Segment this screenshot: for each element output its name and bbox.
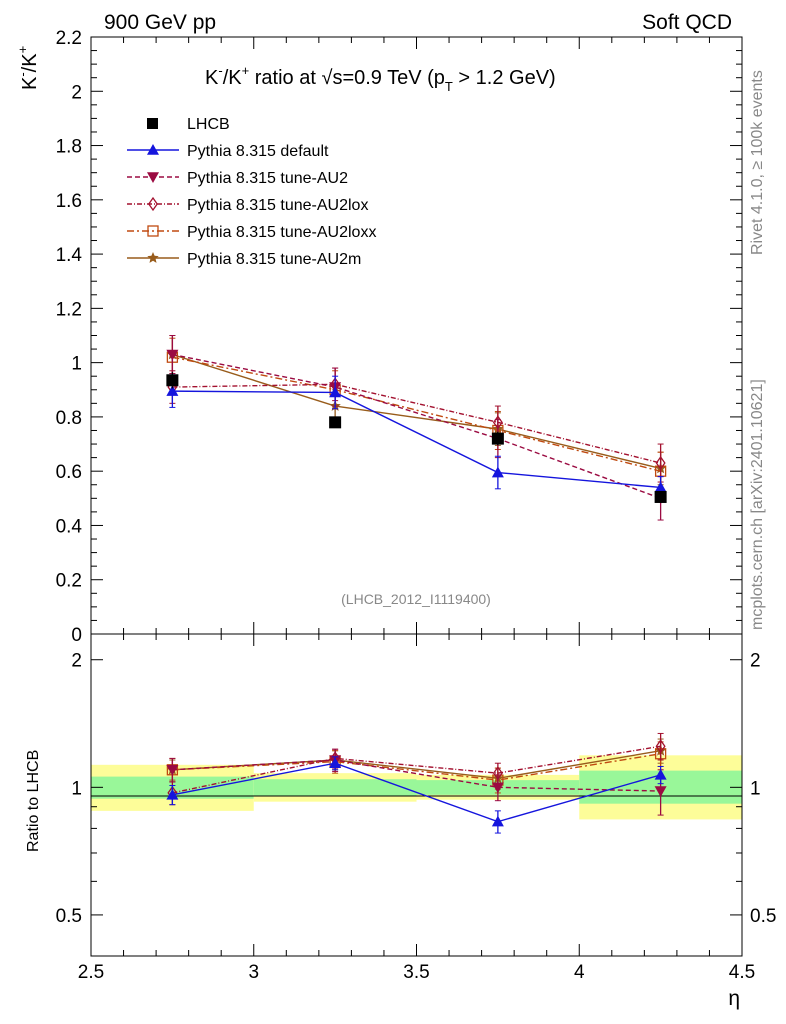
ratio-y-axis-label: Ratio to LHCB: [25, 750, 42, 852]
rivet-label: Rivet 4.1.0, ≥ 100k events: [749, 70, 766, 255]
main-y-tick-label: 2: [71, 82, 82, 103]
legend-entry-lhcb: LHCB: [147, 116, 230, 133]
ratio-y-tick-label-right: 0.5: [750, 906, 776, 927]
main-y-tick-label: 0.2: [56, 571, 82, 592]
legend-marker-au2m: [147, 252, 159, 263]
ratio-y-tick-label-right: 2: [750, 651, 761, 672]
main-panel: 2.2 2 1.8 1.6 1.4 1.2 1 0.8 0.6 0.4 0.2 0 K-/K+ K-/…: [15, 28, 743, 646]
series-au2loxx: [166, 337, 667, 491]
main-y-tick-label: 1: [71, 354, 82, 375]
ratio-line-au2: [172, 759, 661, 792]
legend-label-au2: Pythia 8.315 tune-AU2: [187, 170, 348, 187]
ratio-point-default: [329, 757, 342, 769]
ratio-line-au2lox: [172, 745, 661, 794]
ratio-point-default: [166, 788, 179, 800]
legend-label-au2m: Pythia 8.315 tune-AU2m: [187, 251, 361, 268]
ratio-series-default: [166, 756, 667, 834]
series-au2m: [166, 335, 667, 486]
ratio-series: [166, 732, 667, 834]
main-y-tick-label: 1.4: [56, 245, 83, 266]
legend-entry-default: Pythia 8.315 default: [127, 143, 329, 160]
ratio-line-au2loxx: [172, 753, 661, 781]
ratio-bands: [91, 755, 742, 820]
series-au2: [166, 335, 667, 521]
main-data-points: [166, 372, 667, 503]
legend-label-au2lox: Pythia 8.315 tune-AU2lox: [187, 197, 368, 214]
x-tick-label: 3.5: [403, 962, 429, 983]
legend-series: Pythia 8.315 default Pythia 8.315 tune-AU…: [127, 143, 376, 268]
data-point: [491, 432, 504, 445]
legend-label-au2loxx: Pythia 8.315 tune-AU2loxx: [187, 224, 376, 241]
legend-marker-default: [147, 144, 159, 155]
ratio-point-au2: [166, 764, 179, 776]
ratio-y-tick-label: 2: [71, 651, 82, 672]
point-default: [329, 386, 342, 398]
series-line-au2: [172, 353, 661, 499]
legend-label-lhcb: LHCB: [187, 116, 230, 133]
ratio-y-tick-labels: 2 2 1 1 0.5 0.5: [56, 651, 777, 927]
ratio-ticks: [90, 634, 743, 957]
point-au2lox: [655, 455, 666, 471]
main-y-axis-label: K-/K+: [15, 46, 41, 90]
main-y-tick-label: 2.2: [56, 28, 82, 49]
ratio-y-tick-label: 0.5: [56, 906, 82, 927]
ratio-band-stat: [253, 779, 417, 796]
point-default: [491, 466, 504, 478]
x-tick-label: 2.5: [78, 962, 104, 983]
legend-entry-au2lox: Pythia 8.315 tune-AU2lox: [127, 196, 368, 214]
series-default: [166, 374, 667, 499]
x-axis-label: η: [728, 987, 740, 1010]
ratio-point-default: [491, 815, 504, 827]
main-y-tick-label: 0.6: [56, 462, 82, 483]
legend: LHCB Pythia 8.315 default Pythia 8.315 tu…: [127, 116, 376, 268]
legend-marker-lhcb: [147, 118, 158, 129]
series-line-au2loxx: [172, 356, 661, 472]
x-tick-label: 4.5: [729, 962, 755, 983]
ratio-y-tick-label-right: 1: [750, 778, 761, 799]
data-point: [654, 490, 667, 503]
legend-marker-au2loxx: [147, 225, 159, 237]
legend-marker-au2lox: [148, 196, 158, 212]
ratio-point-au2: [654, 786, 667, 798]
main-y-tick-labels: 2.2 2 1.8 1.6 1.4 1.2 1 0.8 0.6 0.4 0.2 0: [56, 28, 83, 646]
main-y-tick-label: 0: [71, 625, 82, 646]
data-point: [166, 374, 179, 387]
chart-title: K-/K+ ratio at √s=0.9 TeV (pT > 1.2 GeV): [205, 63, 556, 94]
main-y-tick-label: 1.2: [56, 299, 82, 320]
legend-marker-au2: [147, 172, 159, 183]
x-tick-labels: 2.5 3 3.5 4 4.5: [78, 962, 755, 983]
legend-entry-au2: Pythia 8.315 tune-AU2: [127, 170, 348, 187]
series-line-default: [172, 390, 661, 489]
series-au2lox: [167, 367, 666, 483]
legend-entry-au2m: Pythia 8.315 tune-AU2m: [127, 251, 361, 268]
point-default: [654, 481, 667, 493]
legend-label-default: Pythia 8.315 default: [187, 143, 329, 160]
data-point: [329, 416, 342, 429]
header-right: Soft QCD: [642, 11, 732, 34]
main-ticks: [90, 36, 743, 635]
main-y-tick-label: 1.6: [56, 191, 82, 212]
main-y-tick-label: 0.4: [56, 516, 83, 537]
point-au2: [166, 349, 179, 361]
analysis-id: (LHCB_2012_I1119400): [341, 591, 491, 607]
mcplots-label: mcplots.cern.ch [arXiv:2401.10621]: [749, 379, 766, 630]
header-left: 900 GeV pp: [104, 11, 216, 34]
ratio-panel: 2 2 1 1 0.5 0.5 Ratio to LHCB: [25, 633, 777, 957]
series-line-au2lox: [172, 383, 661, 464]
legend-entry-au2loxx: Pythia 8.315 tune-AU2loxx: [127, 224, 376, 241]
main-y-tick-label: 0.8: [56, 408, 82, 429]
series-line-au2m: [172, 353, 661, 470]
main-series: [166, 335, 667, 521]
main-y-tick-label: 1.8: [56, 137, 82, 158]
ratio-point-au2lox: [655, 739, 666, 754]
x-tick-label: 4: [574, 962, 585, 983]
ratio-line-default: [172, 762, 661, 823]
point-default: [166, 385, 179, 396]
x-tick-label: 3: [248, 962, 259, 983]
ratio-point-au2: [491, 782, 504, 794]
ratio-y-tick-label: 1: [71, 778, 82, 799]
ratio-point-default: [654, 768, 667, 780]
